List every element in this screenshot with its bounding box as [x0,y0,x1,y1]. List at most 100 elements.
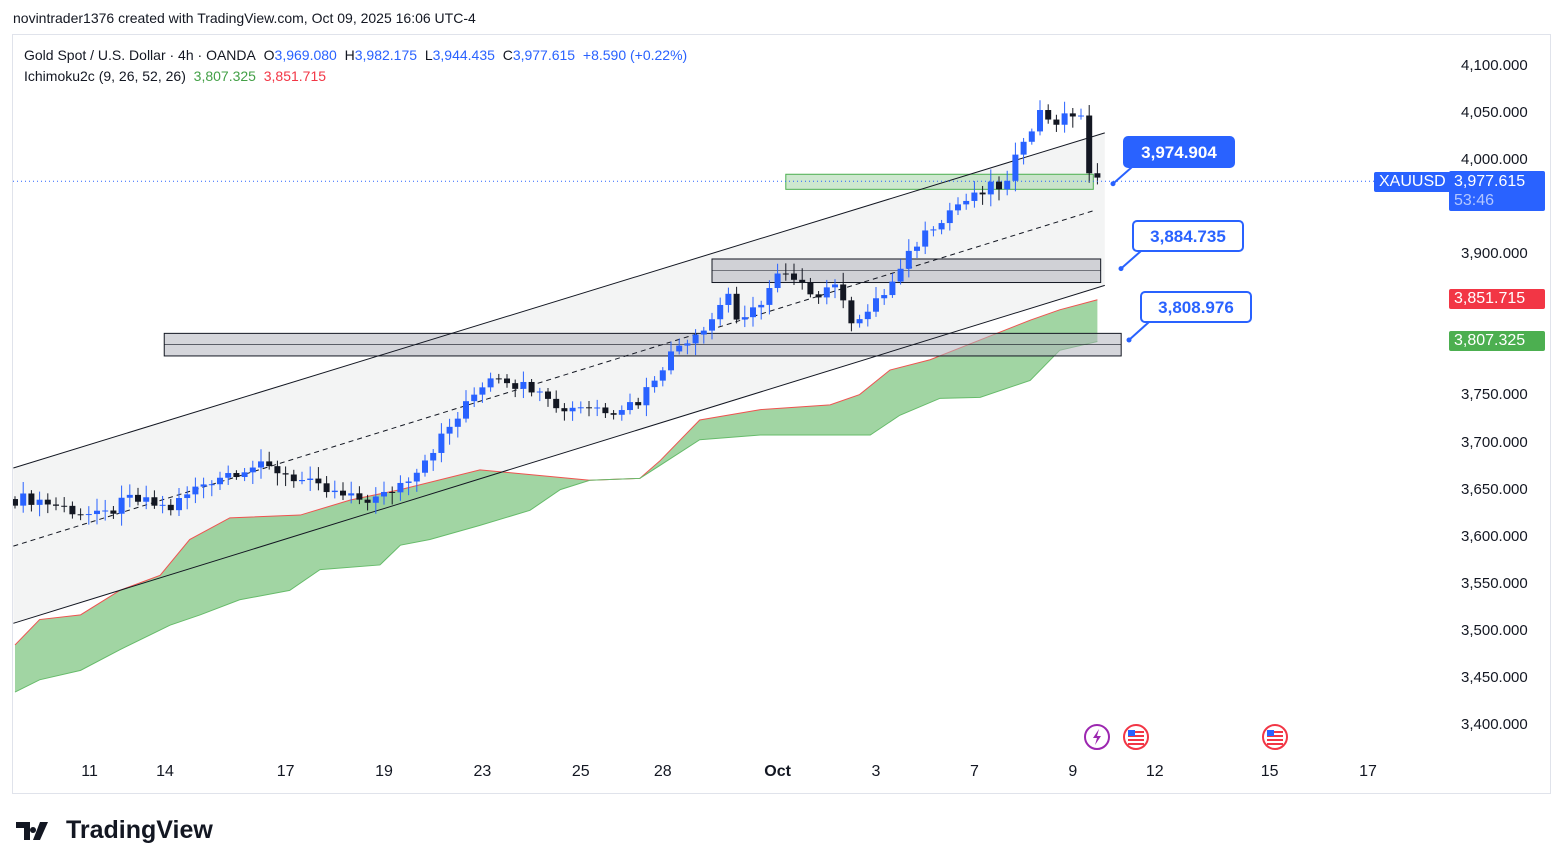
x-tick-label: 19 [375,763,393,780]
candle-body [249,467,256,473]
callout-box [1140,291,1252,323]
x-tick-label: 9 [1068,763,1078,780]
candle-body [561,408,568,412]
tradingview-logo[interactable]: TradingView [16,816,213,845]
candle-body [963,200,970,205]
lightning-icon [1093,729,1101,745]
callout-pointer [1112,166,1133,185]
candle-body [307,478,314,480]
candle-body [438,433,445,453]
y-tick-label: 3,500.000 [1461,621,1528,639]
candle-body [864,311,871,320]
x-tick-label: 14 [156,763,174,780]
candle-body [815,294,822,298]
y-tick-label: 4,000.000 [1461,151,1528,169]
candle-body [200,484,207,487]
candle-body [848,300,855,324]
candle-body [545,391,551,399]
candle-body [659,370,666,381]
candle-body [856,319,863,324]
tradingview-logo-icon [16,821,48,840]
candle-body [340,490,346,496]
flag-canton [1267,730,1274,736]
candle-body [905,250,912,269]
candle-body [118,497,125,514]
candle-body [356,493,363,500]
x-tick-label: 11 [81,763,98,780]
candle-body [331,490,338,493]
candle-body [143,497,150,502]
candle-body [586,407,592,409]
indicator-title[interactable]: Ichimoku2c (9, 26, 52, 26) [24,68,186,84]
candle-body [44,499,51,505]
open-label: O [263,47,275,63]
candle-body [176,498,182,511]
candle-body [938,223,945,230]
zone-box-2 [785,173,1094,190]
candle-body [577,407,584,409]
candle-body [85,514,92,516]
candle-body [823,287,830,298]
candle-body [914,246,920,251]
candle-body [971,192,978,201]
flag-stripe [1267,743,1283,745]
candle-body [430,452,437,461]
flag-stripe [1128,731,1144,733]
candle-body [282,473,289,475]
candle-body [454,418,461,427]
candle-body [77,514,84,516]
candle-body [774,273,781,289]
candle-body [569,407,576,412]
candle-body [840,284,847,301]
candle-body [1028,131,1035,142]
candle-body [217,477,223,485]
flag-stripe [1128,735,1144,737]
candle-body [290,474,297,482]
cloud-lower-line [14,341,1098,693]
symbol-title[interactable]: Gold Spot / U.S. Dollar · 4h · OANDA [24,47,256,63]
candle-body [651,380,658,388]
candle-body [159,504,166,506]
candle-body [520,381,527,389]
candle-body [1061,113,1068,125]
candle-body [405,481,412,483]
chart-frame[interactable] [12,34,1551,794]
callout-box [1123,136,1235,168]
candle-body [987,181,994,195]
y-tick-label: 3,400.000 [1461,715,1528,733]
candle-body [241,472,248,478]
candle-body [422,460,428,473]
candle-body [495,378,502,380]
candle-body [1004,180,1011,190]
callout-label: 3,808.976 [1158,298,1234,317]
low-value: 3,944.435 [432,47,495,63]
candle-body [1045,110,1052,120]
candle-body [20,493,27,506]
candle-body [110,510,117,514]
candle-body [725,293,732,305]
y-tick-label: 3,600.000 [1461,527,1528,545]
candle-body [1086,115,1093,174]
callout-anchor [1126,337,1132,343]
y-tick-label: 4,100.000 [1461,57,1528,74]
candle-body [799,279,806,283]
flag-stripe [1128,739,1144,741]
y-tick-label: 4,050.000 [1461,104,1528,122]
bar-countdown: 53:46 [1454,192,1495,209]
flag-stripe [1128,743,1144,745]
candle-body [1053,119,1060,125]
flag-stripe [1267,735,1283,737]
candle-body [594,407,601,409]
candle-body [233,473,240,478]
candle-body [135,494,141,502]
candle-body [897,268,904,282]
candle-body [610,413,617,415]
candle-body [94,510,100,515]
candle-body [1094,173,1101,178]
candle-body [635,402,642,406]
candle-body [979,192,986,195]
symbol-tag: XAUUSD [1374,172,1451,192]
y-tick-label: 3,650.000 [1461,480,1528,498]
candle-body [61,505,68,507]
